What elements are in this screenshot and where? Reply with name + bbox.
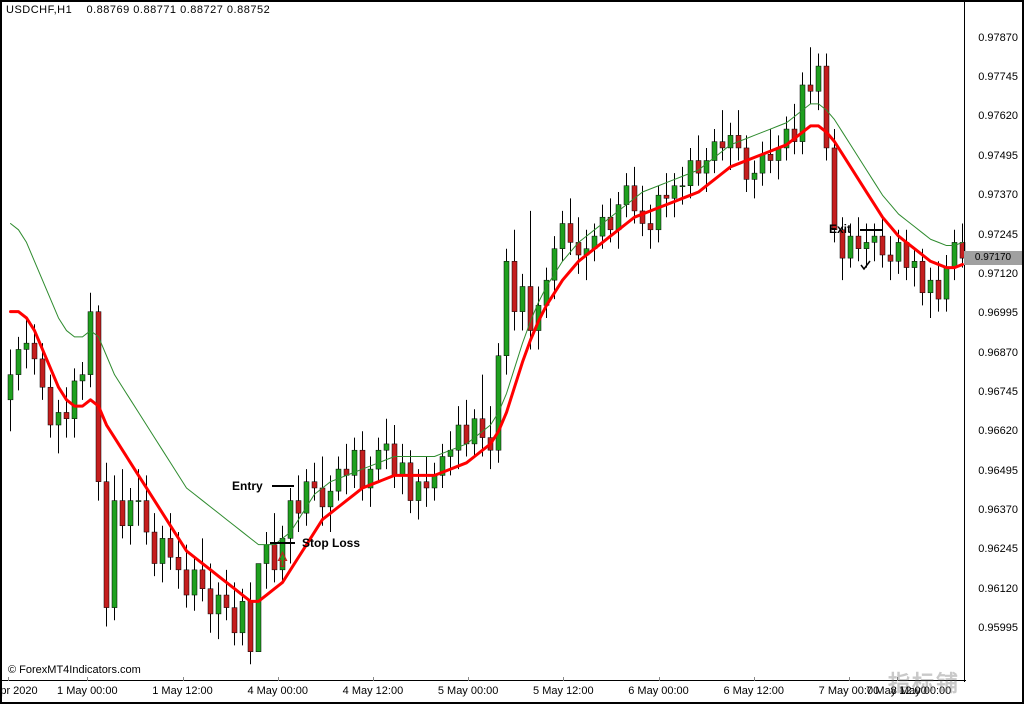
y-axis-label: 0.96495 bbox=[978, 465, 1018, 477]
y-axis-label: 0.96870 bbox=[978, 347, 1018, 359]
y-axis-label: 0.97620 bbox=[978, 110, 1018, 122]
x-axis-label: 1 May 12:00 bbox=[152, 685, 213, 697]
y-axis-label: 0.97120 bbox=[978, 268, 1018, 280]
x-axis-label: 1 May 00:00 bbox=[57, 685, 118, 697]
y-axis-label: 0.97495 bbox=[978, 150, 1018, 162]
exit-annotation: Exit bbox=[829, 222, 851, 236]
chart-container: USDCHF,H1 0.88769 0.88771 0.88727 0.8875… bbox=[0, 0, 1024, 704]
stoploss-annotation: Stop Loss bbox=[302, 536, 360, 550]
credit-label: © ForexMT4Indicators.com bbox=[8, 664, 141, 676]
y-axis-label: 0.97745 bbox=[978, 71, 1018, 83]
exit-marker bbox=[860, 229, 882, 231]
x-axis-label: 5 May 12:00 bbox=[533, 685, 594, 697]
x-axis-label: 5 May 00:00 bbox=[438, 685, 499, 697]
y-axis-label: 0.96245 bbox=[978, 543, 1018, 555]
y-axis-label: 0.96120 bbox=[978, 583, 1018, 595]
x-axis-label: 4 May 12:00 bbox=[343, 685, 404, 697]
chart-svg bbox=[2, 2, 966, 682]
chart-area[interactable] bbox=[2, 2, 966, 682]
watermark-label: 指标铺 bbox=[888, 666, 960, 698]
entry-annotation: Entry bbox=[232, 479, 263, 493]
y-axis-label: 0.96995 bbox=[978, 307, 1018, 319]
stoploss-marker bbox=[270, 542, 295, 544]
x-axis-label: 30 Apr 2020 bbox=[0, 685, 38, 697]
y-axis-label: 0.95995 bbox=[978, 622, 1018, 634]
y-axis-label: 0.96620 bbox=[978, 425, 1018, 437]
y-axis-label: 0.96370 bbox=[978, 504, 1018, 516]
x-axis-label: 6 May 00:00 bbox=[628, 685, 689, 697]
y-axis-label: 0.96745 bbox=[978, 386, 1018, 398]
x-axis: 30 Apr 2020 1 May 00:00 1 May 12:00 4 May 0… bbox=[2, 680, 966, 702]
entry-marker bbox=[272, 485, 294, 487]
x-axis-label: 4 May 00:00 bbox=[247, 685, 308, 697]
x-axis-label: 6 May 12:00 bbox=[723, 685, 784, 697]
y-axis-label: 0.97870 bbox=[978, 32, 1018, 44]
y-axis-label: 0.97370 bbox=[978, 189, 1018, 201]
last-price-marker: 0.97170 bbox=[964, 251, 1022, 265]
y-axis: 0.97870 0.97745 0.97620 0.97495 0.97370 0.972… bbox=[964, 2, 1022, 682]
y-axis-label: 0.97245 bbox=[978, 229, 1018, 241]
